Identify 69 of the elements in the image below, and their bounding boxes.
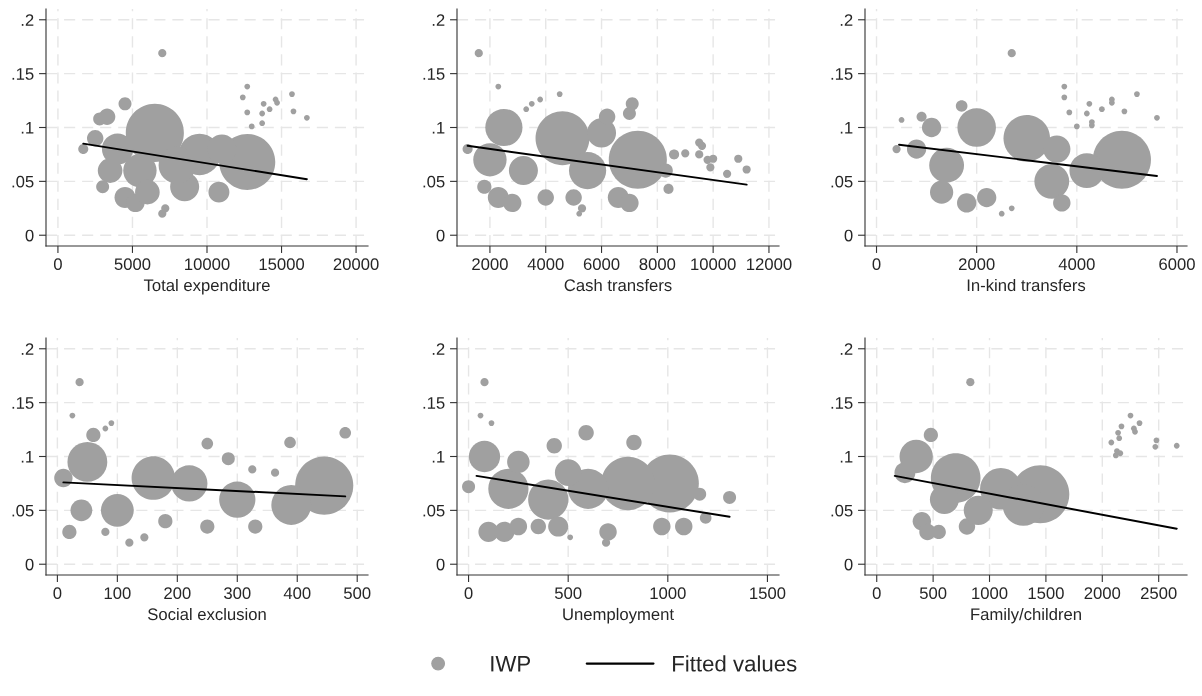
x-tick-label: 2000: [472, 258, 508, 271]
x-tick-label: 500: [919, 587, 947, 600]
y-tick-label: .1: [21, 451, 34, 463]
x-tick-label: 10000: [185, 258, 230, 271]
x-tick-label: 2000: [1084, 587, 1121, 600]
y-tick-label: 0: [25, 558, 34, 571]
y-tick-label: .1: [840, 122, 853, 134]
y-tick-label: .1: [21, 122, 34, 134]
x-tick-label: 300: [224, 587, 251, 600]
x-tick-label: 200: [164, 587, 191, 600]
y-tick-label: .05: [12, 504, 34, 517]
x-tick-label: 6000: [1159, 258, 1195, 271]
y-tick-label: .1: [432, 451, 445, 463]
y-tick-label: .2: [432, 14, 445, 26]
y-tick-label: 0: [844, 558, 853, 571]
x-tick-label: 500: [343, 587, 371, 600]
y-tick-label: .2: [21, 14, 34, 26]
x-tick-label: 4000: [1058, 258, 1095, 271]
legend-label: IWP: [491, 656, 531, 672]
x-tick-label: 1000: [650, 587, 686, 600]
y-tick-label: .2: [840, 14, 853, 26]
y-tick-label: .05: [423, 175, 445, 188]
y-tick-label: .2: [432, 343, 445, 355]
y-tick-label: .05: [12, 175, 34, 188]
x-tick-label: 2000: [958, 258, 995, 271]
x-tick-label: 2500: [1140, 587, 1177, 600]
y-tick-label: .15: [423, 68, 445, 80]
y-tick-label: .15: [423, 397, 445, 409]
x-axis-title: Unemployment: [563, 607, 674, 624]
x-axis-title: Social exclusion: [148, 607, 266, 621]
x-tick-label: 500: [554, 587, 582, 600]
y-tick-label: .15: [12, 397, 34, 409]
x-tick-label: 400: [283, 587, 311, 600]
y-tick-label: .2: [21, 343, 34, 355]
x-tick-label: 0: [53, 587, 62, 600]
y-tick-label: .05: [831, 175, 853, 188]
y-tick-label: .15: [831, 397, 853, 409]
x-tick-label: 1500: [750, 587, 786, 600]
y-tick-label: .15: [12, 68, 34, 80]
x-tick-label: 1500: [1028, 587, 1064, 600]
x-tick-label: 1000: [972, 587, 1008, 600]
x-tick-label: 0: [53, 258, 62, 271]
x-tick-label: 20000: [333, 258, 379, 271]
x-tick-label: 4000: [527, 258, 564, 271]
y-tick-label: 0: [436, 229, 445, 242]
y-tick-label: 0: [844, 229, 853, 242]
x-tick-label: 0: [872, 258, 881, 271]
y-tick-label: .2: [840, 343, 853, 355]
x-tick-label: 8000: [639, 258, 676, 271]
x-axis-title: Total expenditure: [143, 278, 270, 295]
y-tick-label: .05: [423, 504, 445, 517]
x-tick-label: 100: [104, 587, 131, 600]
y-tick-label: .1: [432, 122, 445, 134]
x-axis-title: Cash transfers: [564, 278, 672, 292]
x-axis-title: Family/children: [971, 607, 1081, 624]
legend-label: Fitted values: [673, 655, 797, 672]
y-tick-label: 0: [25, 229, 34, 242]
y-tick-label: .05: [831, 504, 853, 517]
x-axis-title: In-kind transfers: [967, 278, 1086, 292]
y-tick-label: .1: [840, 451, 853, 463]
x-tick-label: 12000: [747, 258, 792, 271]
x-tick-label: 10000: [691, 258, 736, 271]
y-tick-label: .15: [831, 68, 853, 80]
x-tick-label: 5000: [114, 258, 151, 271]
y-tick-label: 0: [436, 558, 445, 571]
x-tick-label: 0: [464, 587, 473, 600]
x-tick-label: 6000: [583, 258, 620, 271]
x-tick-label: 0: [872, 587, 881, 600]
x-tick-label: 15000: [259, 258, 305, 271]
